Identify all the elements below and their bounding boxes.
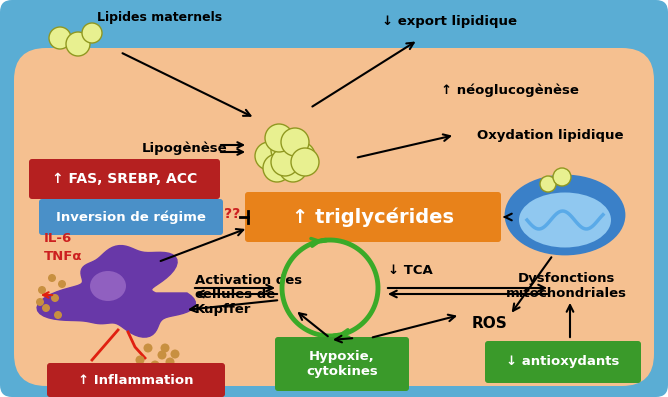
Text: Hypoxie,
cytokines: Hypoxie, cytokines: [306, 350, 378, 378]
Text: Lipogènèse: Lipogènèse: [142, 141, 228, 155]
Circle shape: [42, 304, 50, 312]
Text: ↓ export lipidique: ↓ export lipidique: [383, 15, 518, 29]
Circle shape: [553, 168, 571, 186]
Circle shape: [281, 128, 309, 156]
Text: ROS: ROS: [472, 316, 508, 330]
Circle shape: [51, 294, 59, 302]
Text: ↓ TCA: ↓ TCA: [388, 264, 433, 276]
Circle shape: [158, 351, 166, 360]
Polygon shape: [37, 246, 195, 337]
Circle shape: [263, 154, 291, 182]
Text: Oxydation lipidique: Oxydation lipidique: [477, 129, 623, 141]
Text: Activation des
cellules de
Kupffer: Activation des cellules de Kupffer: [195, 274, 302, 316]
Text: Dysfonctions
mitochondriales: Dysfonctions mitochondriales: [506, 272, 627, 300]
Circle shape: [49, 27, 71, 49]
FancyBboxPatch shape: [275, 337, 409, 391]
Circle shape: [160, 343, 170, 353]
Circle shape: [170, 349, 180, 358]
FancyBboxPatch shape: [47, 363, 225, 397]
FancyBboxPatch shape: [39, 199, 223, 235]
Circle shape: [48, 274, 56, 282]
FancyBboxPatch shape: [245, 192, 501, 242]
Circle shape: [166, 358, 174, 366]
Circle shape: [66, 32, 90, 56]
Circle shape: [82, 23, 102, 43]
Circle shape: [36, 298, 44, 306]
Circle shape: [271, 148, 299, 176]
Ellipse shape: [519, 193, 611, 247]
Text: IL-6
TNFα: IL-6 TNFα: [44, 233, 83, 264]
Circle shape: [58, 280, 66, 288]
Text: ↑ néoglucogènèse: ↑ néoglucogènèse: [441, 83, 579, 97]
Circle shape: [291, 148, 319, 176]
FancyBboxPatch shape: [29, 159, 220, 199]
Text: ↑ triglycérides: ↑ triglycérides: [292, 207, 454, 227]
Circle shape: [279, 154, 307, 182]
FancyBboxPatch shape: [14, 48, 654, 386]
Circle shape: [54, 311, 62, 319]
Circle shape: [287, 142, 315, 170]
Circle shape: [150, 360, 160, 370]
Text: ↑ FAS, SREBP, ACC: ↑ FAS, SREBP, ACC: [52, 172, 198, 186]
Circle shape: [265, 124, 293, 152]
Circle shape: [38, 286, 46, 294]
Text: ↓ antioxydants: ↓ antioxydants: [506, 355, 620, 368]
Ellipse shape: [90, 271, 126, 301]
Circle shape: [255, 142, 283, 170]
Ellipse shape: [506, 176, 624, 254]
FancyBboxPatch shape: [485, 341, 641, 383]
Text: Inversion de régime: Inversion de régime: [56, 210, 206, 224]
Circle shape: [136, 355, 144, 364]
Circle shape: [144, 343, 152, 353]
Text: ↑ Inflammation: ↑ Inflammation: [78, 374, 194, 387]
Text: ??: ??: [224, 207, 240, 221]
Circle shape: [540, 176, 556, 192]
Circle shape: [271, 136, 299, 164]
Text: Lipides maternels: Lipides maternels: [98, 12, 222, 25]
